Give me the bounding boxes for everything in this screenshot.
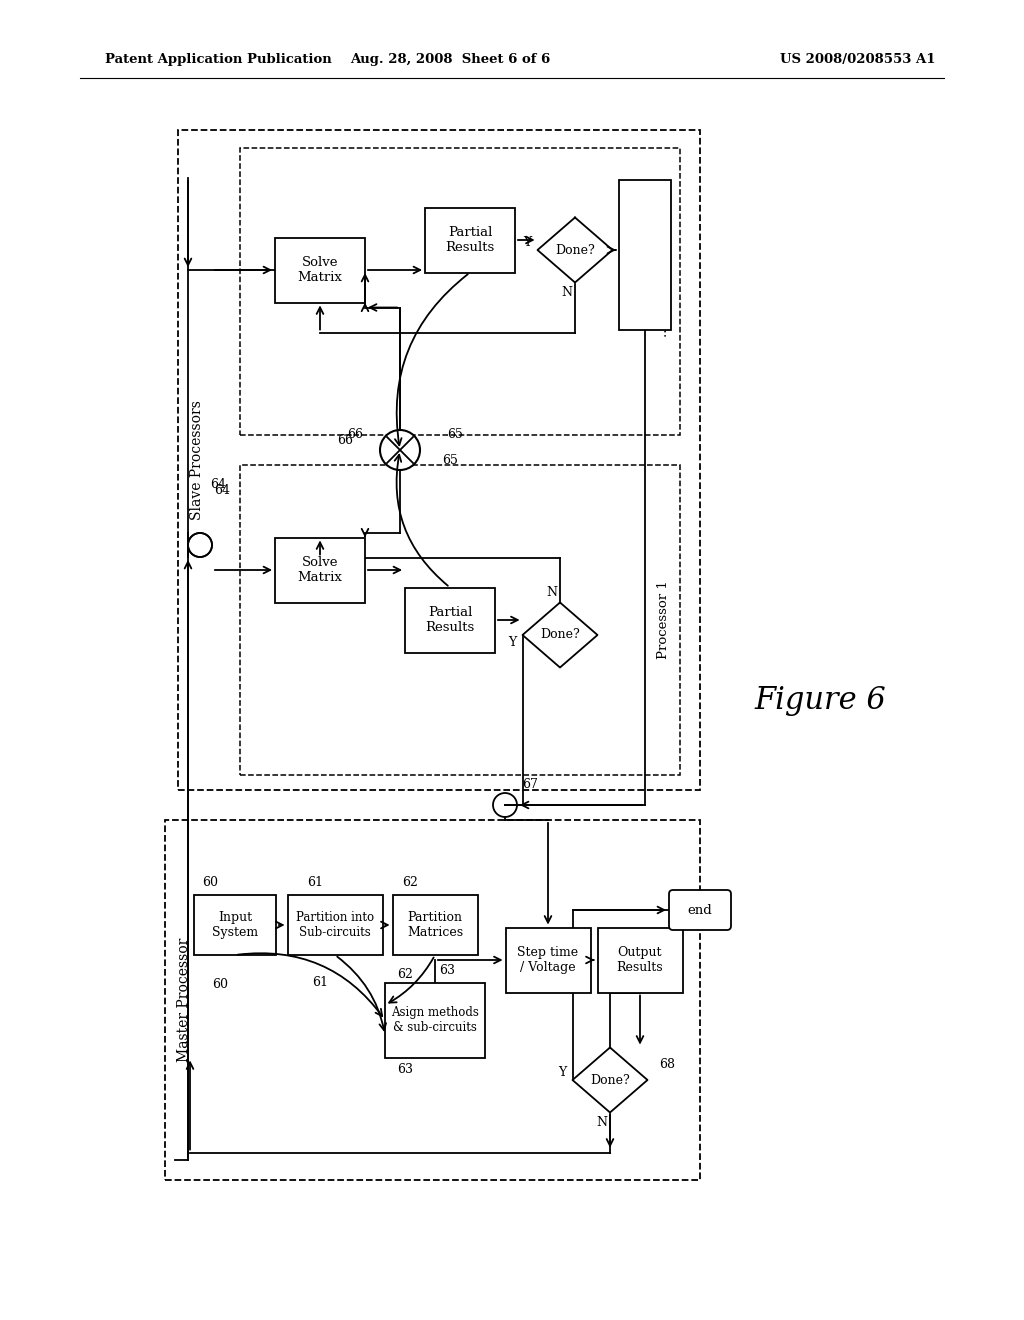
Text: N: N [547, 586, 557, 599]
Text: Partition into
Sub-circuits: Partition into Sub-circuits [296, 911, 374, 939]
FancyBboxPatch shape [669, 890, 731, 931]
Text: Partition
Matrices: Partition Matrices [407, 911, 463, 939]
Text: 61: 61 [307, 876, 323, 890]
Text: Master Processor: Master Processor [177, 937, 191, 1063]
Text: Solve
Matrix: Solve Matrix [298, 256, 342, 284]
Text: Asign methods
& sub-circuits: Asign methods & sub-circuits [391, 1006, 479, 1034]
Text: Input
System: Input System [212, 911, 258, 939]
Text: 63: 63 [397, 1063, 413, 1076]
Text: Done?: Done? [590, 1073, 630, 1086]
Text: Done?: Done? [540, 628, 580, 642]
Text: Processor 1: Processor 1 [657, 581, 670, 660]
Text: Figure 6: Figure 6 [754, 685, 886, 715]
Text: 67: 67 [522, 779, 538, 792]
Text: Partial
Results: Partial Results [445, 226, 495, 253]
Polygon shape [538, 218, 612, 282]
Bar [597, 928, 683, 993]
Text: ...Processor n: ...Processor n [657, 246, 670, 338]
Text: Patent Application Publication: Patent Application Publication [105, 54, 332, 66]
Bar [275, 537, 365, 602]
Bar [392, 895, 477, 954]
Text: Solve
Matrix: Solve Matrix [298, 556, 342, 583]
Text: N: N [561, 286, 572, 300]
Bar [406, 587, 495, 652]
Text: Aug. 28, 2008  Sheet 6 of 6: Aug. 28, 2008 Sheet 6 of 6 [350, 54, 550, 66]
Bar [288, 895, 383, 954]
Text: Y: Y [523, 235, 531, 248]
Text: 60: 60 [202, 876, 218, 890]
Bar [425, 207, 515, 272]
Polygon shape [522, 602, 597, 668]
Text: 60: 60 [212, 978, 228, 991]
Text: 66: 66 [337, 433, 353, 446]
Text: US 2008/0208553 A1: US 2008/0208553 A1 [780, 54, 936, 66]
Text: Slave Processors: Slave Processors [190, 400, 204, 520]
Text: Step time
/ Voltage: Step time / Voltage [517, 946, 579, 974]
Text: 65: 65 [447, 429, 463, 441]
Text: Done?: Done? [555, 243, 595, 256]
Text: 65: 65 [442, 454, 458, 466]
Bar [178, 129, 700, 789]
Text: 62: 62 [402, 876, 418, 890]
Bar [240, 148, 680, 436]
Text: Y: Y [558, 1065, 566, 1078]
Bar [385, 982, 485, 1057]
Text: Output
Results: Output Results [616, 946, 664, 974]
Text: N: N [597, 1115, 607, 1129]
Text: Partial
Results: Partial Results [425, 606, 475, 634]
Text: 66: 66 [347, 429, 362, 441]
Bar [506, 928, 591, 993]
Bar [618, 180, 671, 330]
Text: 64: 64 [214, 483, 230, 496]
Polygon shape [572, 1048, 647, 1113]
Text: Y: Y [508, 636, 517, 649]
Text: 68: 68 [659, 1059, 676, 1072]
Text: 63: 63 [439, 964, 455, 977]
Text: 62: 62 [397, 969, 413, 982]
Circle shape [380, 430, 420, 470]
Bar [240, 465, 680, 775]
Bar [194, 895, 276, 954]
Text: 61: 61 [312, 977, 328, 990]
Text: end: end [688, 903, 713, 916]
Text: 64: 64 [210, 479, 226, 491]
Bar [275, 238, 365, 302]
Bar [165, 820, 700, 1180]
